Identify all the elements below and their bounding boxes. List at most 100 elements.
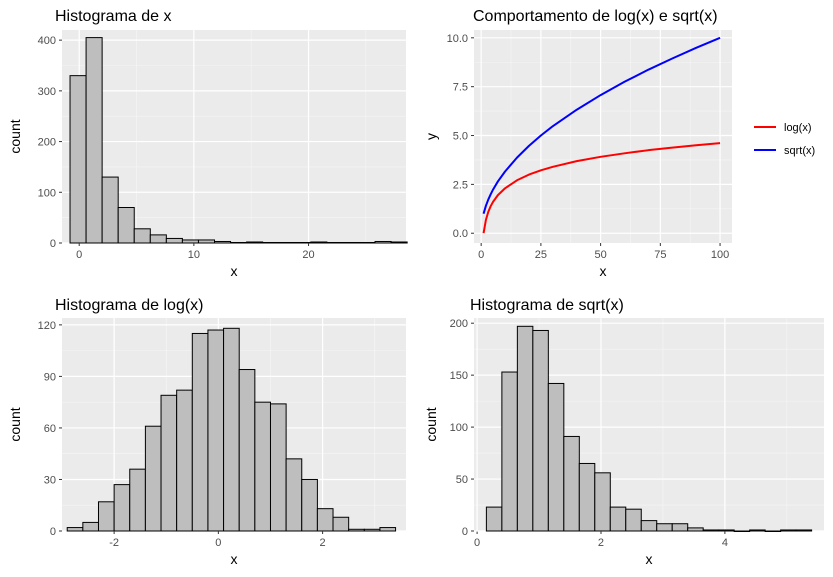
histogram-bar [262,241,280,244]
histogram-bar [191,332,209,532]
histogram-bar [609,506,627,532]
histogram-bar [310,241,328,244]
histogram-bar [316,508,334,532]
x-tick-label: 2 [598,537,604,549]
y-axis-title: count [423,407,439,441]
x-tick-label: 0 [474,537,480,549]
histogram-bar [82,521,99,532]
y-tick-label: 150 [450,370,468,382]
histogram-bar [149,234,167,244]
histogram-bar [379,527,397,532]
histogram-bar [332,516,350,532]
histogram-bar [230,241,248,244]
histogram-bar [69,75,87,244]
y-tick-label: 400 [38,35,56,47]
histogram-bar [113,484,131,532]
x-tick-label: 75 [654,249,666,261]
histogram-bar [117,207,135,244]
x-tick-label: 2 [320,537,326,549]
histogram-bar [733,530,751,532]
histogram-bar [625,508,642,532]
histogram-bar [640,520,658,532]
histogram-bar [374,240,392,244]
histogram-bar [702,529,720,532]
histogram-bar [358,241,376,244]
histogram-bar [207,329,225,532]
histogram-bar [363,528,381,532]
histogram-bar [238,369,256,532]
legend-label: log(x) [784,122,812,134]
panel-2: 0 25 50 75 100 0.0 2.5 5.0 7.5 10.0 Comportamento … [423,8,815,279]
legend-label: sqrt(x) [784,145,815,157]
x-tick-label: 0 [478,249,484,261]
x-tick-label: 10 [188,249,200,261]
histogram-bar [501,371,518,532]
histogram-bar [326,241,344,244]
y-tick-label: 200 [38,137,56,149]
y-tick-label: 200 [450,318,468,330]
y-axis-title: count [7,407,23,441]
histogram-bar [348,528,365,532]
x-axis-title: x [231,263,238,279]
series-line-logx [482,142,721,234]
chart-title: Histograma de x [55,8,172,25]
x-axis-title: x [231,551,238,567]
x-tick-label: 50 [594,249,606,261]
x-tick-label: 100 [711,249,729,261]
histogram-bar [144,425,162,532]
histogram-bar [285,458,303,532]
histogram-bar [197,239,216,244]
histogram-bar [165,237,183,244]
histogram-bar [594,472,611,532]
x-axis-title: x [646,551,653,567]
histogram-bar [485,506,503,532]
y-tick-label: 50 [456,474,468,486]
y-tick-label: 0 [50,526,56,538]
histogram-bar [656,523,673,532]
histogram-bar [780,529,797,532]
chart-title: Comportamento de log(x) e sqrt(x) [473,8,718,25]
y-tick-label: 7.5 [453,82,468,94]
histogram-bar [516,325,534,532]
y-tick-label: 2.5 [453,179,468,191]
histogram-bar [269,403,287,532]
chart-title: Histograma de log(x) [55,297,204,314]
histogram-bar [342,241,360,244]
series-line-sqrtx [482,36,721,214]
y-tick-label: 0.0 [453,228,468,240]
y-tick-label: 0 [462,526,468,538]
histogram-bar [181,239,199,244]
chart-title: Histograma de sqrt(x) [470,297,624,314]
panel-3: -2 0 2 0 30 60 90 120 Histograma de log(x) x count [7,297,406,567]
x-tick-label: 25 [535,249,547,261]
histogram-bar [390,241,408,244]
histogram-bar [687,527,704,532]
histogram-bar [795,529,813,532]
histogram-bar [246,241,264,244]
x-tick-label: -2 [109,537,119,549]
y-tick-label: 10.0 [447,33,468,45]
x-tick-label: 0 [76,249,82,261]
histogram-bar [294,241,312,244]
histogram-bar [547,382,565,532]
histogram-bar [749,529,766,532]
histogram-bar [133,228,151,244]
y-tick-label: 300 [38,86,56,98]
y-tick-label: 120 [38,320,56,332]
histogram-bar [97,501,115,532]
y-tick-label: 0 [50,238,56,250]
histogram-bar [176,389,193,532]
legend: log(x) sqrt(x) [754,122,815,157]
histogram-bar [214,240,232,244]
histogram-bar [129,468,146,532]
histogram-bar [160,394,178,532]
histogram-bar [532,329,549,532]
histogram-bar [254,401,271,532]
x-tick-label: 4 [722,537,728,549]
histogram-bar [578,462,596,532]
y-tick-label: 5.0 [453,131,468,143]
x-tick-label: 0 [215,537,221,549]
